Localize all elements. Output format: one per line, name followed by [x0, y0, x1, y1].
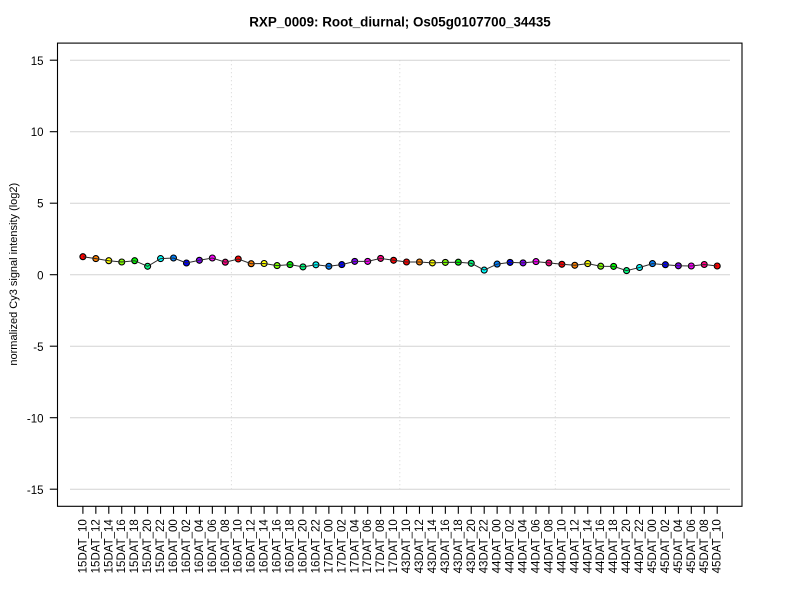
svg-text:15DAT_16: 15DAT_16	[116, 519, 128, 573]
svg-text:44DAT_12: 44DAT_12	[569, 519, 581, 573]
svg-text:43DAT_16: 43DAT_16	[440, 519, 452, 573]
svg-text:43DAT_14: 43DAT_14	[427, 519, 439, 574]
svg-text:44DAT_04: 44DAT_04	[518, 519, 530, 574]
svg-text:-5: -5	[33, 342, 43, 354]
svg-text:15DAT_22: 15DAT_22	[155, 519, 167, 573]
svg-text:17DAT_04: 17DAT_04	[349, 519, 361, 574]
svg-text:17DAT_10: 17DAT_10	[388, 519, 400, 573]
svg-text:16DAT_06: 16DAT_06	[207, 519, 219, 573]
svg-text:43DAT_12: 43DAT_12	[414, 519, 426, 573]
svg-text:45DAT_00: 45DAT_00	[647, 519, 659, 573]
svg-text:-15: -15	[27, 485, 44, 497]
svg-text:44DAT_16: 44DAT_16	[595, 519, 607, 573]
svg-text:10: 10	[31, 127, 44, 139]
svg-text:16DAT_02: 16DAT_02	[181, 519, 193, 573]
svg-text:15DAT_14: 15DAT_14	[103, 519, 115, 574]
svg-text:43DAT_18: 43DAT_18	[453, 519, 465, 573]
svg-text:44DAT_20: 44DAT_20	[621, 519, 633, 573]
svg-text:16DAT_16: 16DAT_16	[272, 519, 284, 573]
svg-text:16DAT_22: 16DAT_22	[310, 519, 322, 573]
svg-text:44DAT_06: 44DAT_06	[530, 519, 542, 573]
svg-text:16DAT_20: 16DAT_20	[297, 519, 309, 573]
svg-text:45DAT_06: 45DAT_06	[686, 519, 698, 573]
svg-text:44DAT_10: 44DAT_10	[556, 519, 568, 573]
svg-text:normalized Cy3 signal intensit: normalized Cy3 signal intensity (log2)	[8, 183, 20, 366]
svg-text:-10: -10	[27, 414, 44, 426]
svg-text:16DAT_14: 16DAT_14	[259, 519, 271, 574]
svg-text:15DAT_18: 15DAT_18	[129, 519, 141, 573]
svg-text:44DAT_22: 44DAT_22	[634, 519, 646, 573]
svg-text:16DAT_04: 16DAT_04	[194, 519, 206, 574]
svg-text:43DAT_20: 43DAT_20	[466, 519, 478, 573]
svg-text:17DAT_02: 17DAT_02	[336, 519, 348, 573]
svg-text:43DAT_22: 43DAT_22	[479, 519, 491, 573]
svg-text:17DAT_00: 17DAT_00	[323, 519, 335, 573]
svg-text:44DAT_00: 44DAT_00	[492, 519, 504, 573]
svg-text:44DAT_02: 44DAT_02	[505, 519, 517, 573]
svg-text:45DAT_10: 45DAT_10	[712, 519, 724, 573]
svg-text:RXP_0009: Root_diurnal; Os05g0: RXP_0009: Root_diurnal; Os05g0107700_344…	[249, 14, 551, 29]
svg-text:5: 5	[37, 198, 43, 210]
svg-text:44DAT_08: 44DAT_08	[543, 519, 555, 573]
svg-text:17DAT_08: 17DAT_08	[375, 519, 387, 573]
svg-text:45DAT_02: 45DAT_02	[660, 519, 672, 573]
svg-text:16DAT_12: 16DAT_12	[246, 519, 258, 573]
svg-text:43DAT_10: 43DAT_10	[401, 519, 413, 573]
svg-text:15DAT_10: 15DAT_10	[77, 519, 89, 573]
svg-text:16DAT_00: 16DAT_00	[168, 519, 180, 573]
svg-text:15DAT_20: 15DAT_20	[142, 519, 154, 573]
svg-text:44DAT_18: 44DAT_18	[608, 519, 620, 573]
svg-text:0: 0	[37, 271, 43, 283]
svg-text:15DAT_12: 15DAT_12	[90, 519, 102, 573]
svg-text:16DAT_08: 16DAT_08	[220, 519, 232, 573]
svg-text:16DAT_18: 16DAT_18	[285, 519, 297, 573]
svg-text:45DAT_08: 45DAT_08	[699, 519, 711, 573]
svg-text:44DAT_14: 44DAT_14	[582, 519, 594, 574]
svg-text:16DAT_10: 16DAT_10	[233, 519, 245, 573]
svg-text:15: 15	[31, 56, 44, 68]
svg-text:17DAT_06: 17DAT_06	[362, 519, 374, 573]
svg-text:45DAT_04: 45DAT_04	[673, 519, 685, 574]
